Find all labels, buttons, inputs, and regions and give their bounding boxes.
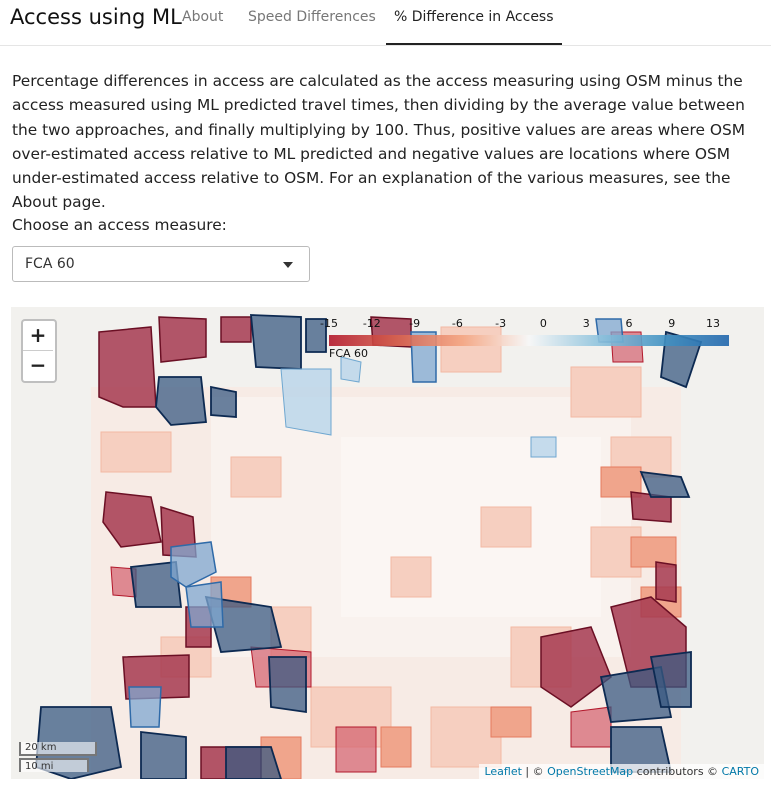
tab-pct-difference-access[interactable]: % Difference in Access (386, 9, 562, 45)
caret-down-icon (283, 262, 293, 268)
app-title: Access using ML (10, 5, 182, 29)
legend-tick: -6 (451, 317, 463, 330)
legend-tick: -3 (495, 317, 507, 330)
tab-about[interactable]: About (182, 9, 224, 25)
zoom-in-button[interactable]: + (23, 321, 53, 351)
access-measure-label: Choose an access measure: (12, 216, 227, 234)
attribution-contrib: contributors © (633, 765, 722, 778)
legend-tick: -12 (362, 317, 381, 330)
legend-tick: 0 (539, 317, 547, 330)
osm-link[interactable]: OpenStreetMap (547, 765, 634, 778)
map-view[interactable]: + − -15 -12 -9 -6 -3 0 3 6 9 13 FCA 60 2… (11, 307, 764, 779)
legend-tick: 13 (706, 317, 720, 330)
legend-title: FCA 60 (329, 347, 369, 360)
legend-tick: 6 (625, 317, 633, 330)
map-attribution: Leaflet | © OpenStreetMap contributors ©… (479, 764, 764, 779)
legend-tick: -15 (320, 317, 338, 330)
tab-speed-differences[interactable]: Speed Differences (248, 9, 376, 25)
attribution-sep: | © (521, 765, 548, 778)
access-measure-select[interactable]: FCA 60 (12, 246, 310, 282)
legend-tick: 3 (582, 317, 590, 330)
navbar: Access using ML About Speed Differences … (0, 0, 771, 46)
legend-color-ramp (329, 335, 729, 346)
legend-tick: -9 (409, 317, 421, 330)
description-text: Percentage differences in access are cal… (12, 72, 746, 212)
map-legend: -15 -12 -9 -6 -3 0 3 6 9 13 FCA 60 (320, 317, 729, 360)
access-measure-value: FCA 60 (25, 256, 75, 272)
scale-bar: 20 km 10 mi (19, 742, 97, 772)
legend-tick: 9 (668, 317, 676, 330)
scale-km: 20 km (19, 742, 97, 756)
choropleth-layer (11, 307, 764, 779)
carto-link[interactable]: CARTO (721, 765, 759, 778)
zoom-control: + − (21, 319, 57, 383)
leaflet-link[interactable]: Leaflet (484, 765, 522, 778)
zoom-out-button[interactable]: − (29, 353, 47, 377)
scale-mi: 10 mi (19, 758, 89, 772)
